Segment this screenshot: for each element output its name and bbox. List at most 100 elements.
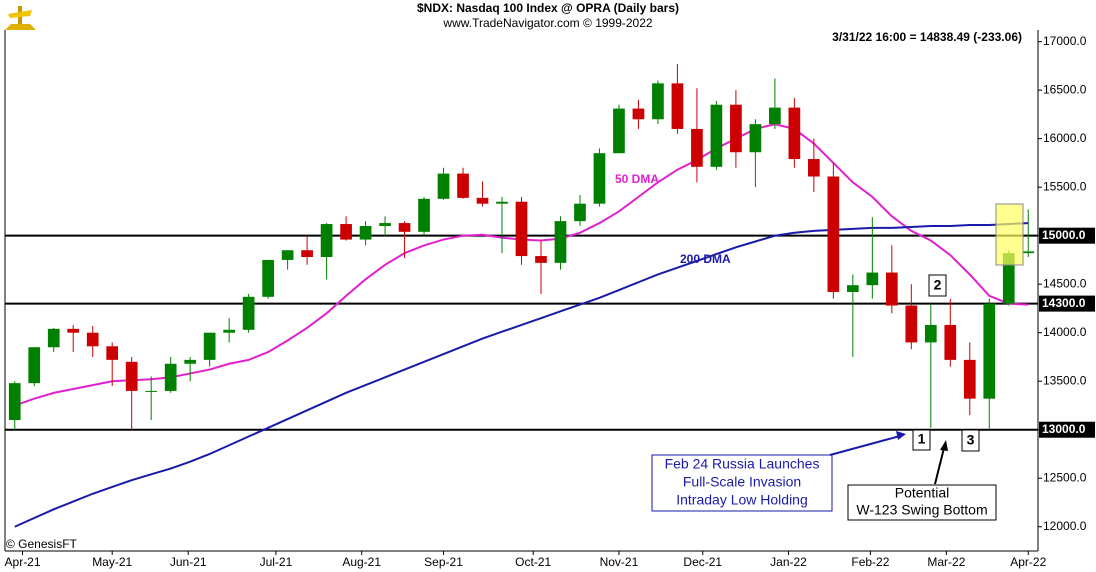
candle-body (905, 305, 918, 343)
candle-body (223, 329, 235, 333)
candle-body (184, 359, 197, 364)
y-tick-label: 13500.0 (1043, 373, 1087, 387)
y-tick-label: 14500.0 (1043, 276, 1087, 290)
potential-box (847, 484, 997, 521)
marker-box (961, 429, 980, 452)
x-tick-label: Feb-22 (851, 555, 889, 569)
candle-body (769, 107, 781, 125)
russia-text: Feb 24 Russia Launches (665, 456, 820, 472)
candle-body (808, 159, 820, 177)
candle-body (574, 203, 586, 222)
candle-body (86, 332, 99, 347)
last-quote: 3/31/22 16:00 = 14838.49 (-233.06) (832, 30, 1022, 44)
marker: 1 (918, 431, 926, 447)
arrow (934, 447, 945, 485)
candle-body (1022, 251, 1035, 254)
x-tick-label: May-21 (92, 555, 132, 569)
x-tick-label: Aug-21 (342, 555, 381, 569)
candle-body (476, 197, 489, 204)
dma200-label: 200 DMA (680, 252, 731, 266)
y-tick-label: 16000.0 (1043, 131, 1087, 145)
candle-body (749, 124, 762, 153)
marker-box (912, 429, 931, 451)
y-tick-label: 12000.0 (1043, 519, 1087, 533)
y-tick-label: 15500.0 (1043, 179, 1087, 193)
candle-body (242, 296, 255, 330)
x-tick-label: Sep-21 (424, 555, 463, 569)
candle-body (827, 176, 840, 292)
candle-body (788, 107, 801, 160)
candle-body (691, 128, 703, 167)
potential-text: W-123 Swing Bottom (856, 502, 987, 518)
candle-body (359, 225, 372, 240)
candle-body (1002, 253, 1015, 304)
candle-body (320, 224, 333, 258)
candle-body (963, 359, 976, 399)
x-tick-label: Dec-21 (683, 555, 722, 569)
level-label-box (1039, 421, 1095, 438)
chart-subtitle: www.TradeNavigator.com © 1999-2022 (442, 16, 652, 30)
candle-body (203, 332, 216, 360)
candle-body (924, 324, 937, 343)
marker: 3 (967, 432, 975, 448)
candle-body (125, 361, 138, 391)
candle-body (457, 173, 469, 198)
russia-box (651, 454, 833, 512)
arrow-head (940, 440, 948, 451)
y-tick-label: 12500.0 (1043, 470, 1087, 484)
potential-text: Potential (895, 485, 949, 501)
level-label: 14300.0 (1042, 296, 1086, 310)
candle-body (281, 250, 294, 260)
logo (5, 6, 36, 30)
candle-body (554, 221, 567, 263)
candle-body (301, 250, 313, 258)
candle-body (437, 173, 450, 199)
candle-body (515, 201, 528, 257)
candle-body (8, 383, 21, 421)
candle-body (944, 324, 957, 360)
candle-body (535, 256, 547, 263)
candle-body (885, 272, 898, 306)
level-label-box (1039, 227, 1095, 244)
credit: © GenesisFT (6, 537, 78, 551)
y-tick-label: 17000.0 (1043, 34, 1087, 48)
level-label: 15000.0 (1042, 228, 1086, 242)
chart-title: $NDX: Nasdaq 100 Index @ OPRA (Daily bar… (417, 1, 679, 15)
candle-body (340, 224, 352, 240)
candle-body (593, 153, 606, 204)
russia-text: Intraday Low Holding (676, 492, 808, 508)
candle-body (47, 328, 60, 348)
candle-body (418, 198, 430, 232)
candle-body (632, 108, 645, 120)
candle-body (67, 328, 80, 333)
candle-body (671, 83, 684, 129)
candle-body (866, 272, 879, 286)
arrow-head (896, 431, 906, 440)
moving-average (14, 222, 1029, 528)
candle-body (983, 303, 996, 399)
x-tick-label: Oct-21 (515, 555, 551, 569)
candle-body (28, 347, 41, 384)
arrow (829, 435, 901, 456)
level-label-box (1039, 295, 1095, 312)
candle-body (398, 223, 411, 232)
dma50-label: 50 DMA (615, 172, 659, 186)
candle-body (379, 223, 391, 226)
candle-body (496, 201, 508, 204)
plot: 12000.0 12500.0 13000.0 13500.0 14000.0 14500… (4, 30, 1095, 569)
marker-box (928, 274, 947, 297)
candle-body (710, 104, 723, 167)
x-tick-label: Jun-21 (170, 555, 207, 569)
x-tick-label: Jan-22 (770, 555, 807, 569)
marker: 2 (934, 277, 942, 293)
x-tick-label: Mar-22 (927, 555, 965, 569)
x-tick-label: Nov-21 (600, 555, 639, 569)
y-tick-label: 14000.0 (1043, 325, 1087, 339)
x-tick-label: Jul-21 (260, 555, 293, 569)
y-tick-label: 16500.0 (1043, 82, 1087, 96)
level-label: 13000.0 (1042, 422, 1086, 436)
candle-body (262, 259, 274, 297)
x-tick-label: Apr-22 (1010, 555, 1046, 569)
candle-body (145, 390, 158, 392)
